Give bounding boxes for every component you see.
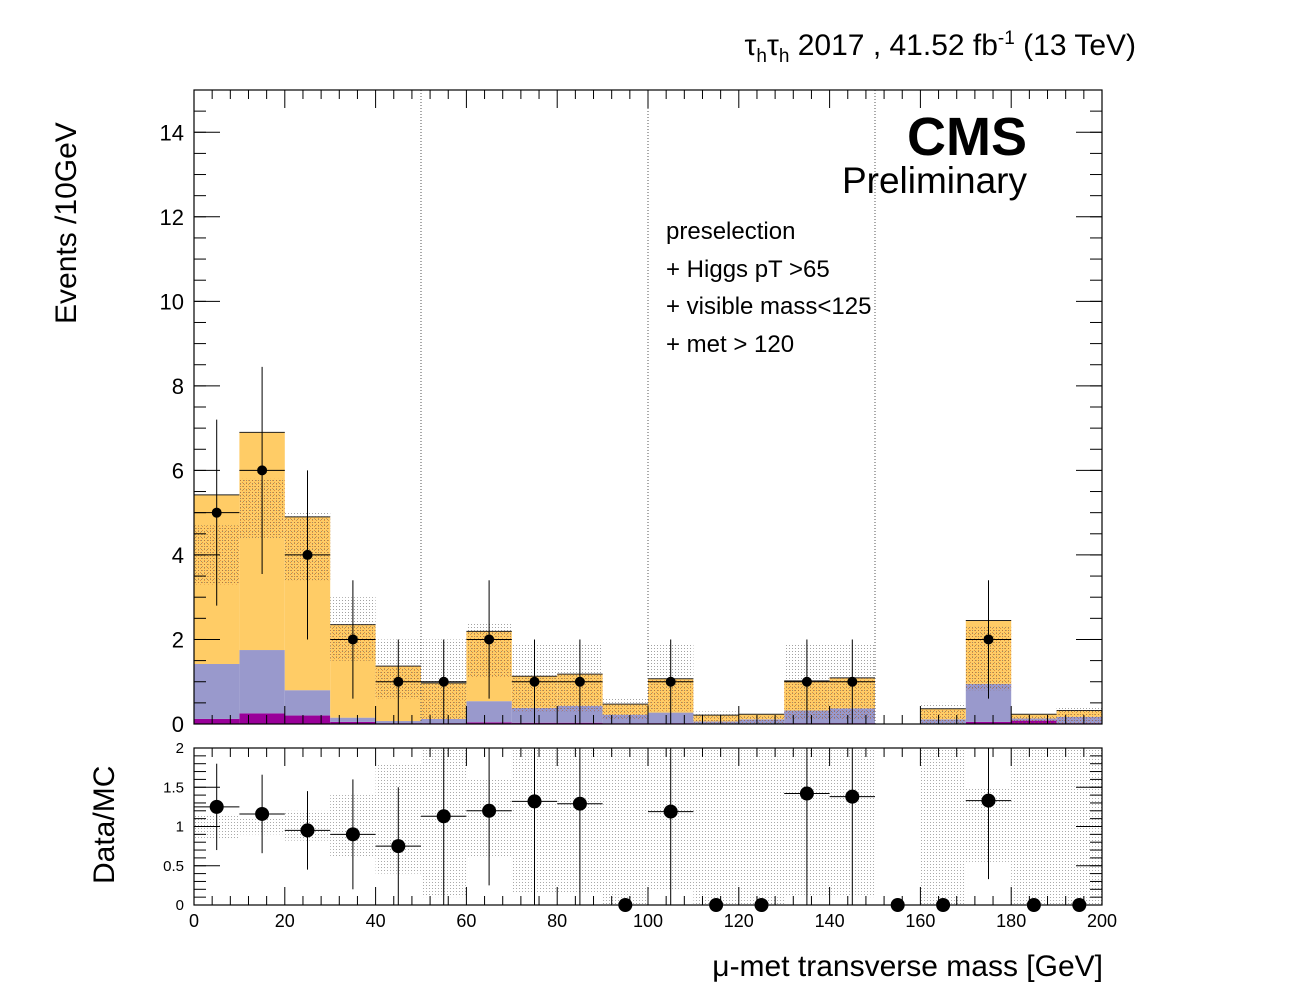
selection-line: + Higgs pT >65 (666, 256, 830, 283)
x-tick-label: 60 (456, 911, 476, 931)
other-bar (239, 713, 285, 724)
ratio-data-points (194, 748, 1087, 912)
other-bar (194, 718, 240, 724)
data-point (665, 676, 676, 687)
data-point (302, 549, 313, 560)
top-axes: 0 2 4 6 8 10 12 14 (160, 89, 1103, 737)
y-tick-label: 14 (160, 120, 184, 145)
x-tick-label: 160 (905, 911, 935, 931)
y-tick-label: 0 (172, 712, 184, 737)
x-tick-label: 100 (633, 911, 663, 931)
uncertainty-hatch-bin (1011, 715, 1057, 724)
x-tick-label: 140 (815, 911, 845, 931)
ratio-band-bin (738, 748, 785, 905)
data-point (484, 634, 495, 645)
x-tick-label: 120 (724, 911, 754, 931)
ratio-band-bin (1011, 748, 1057, 905)
y-tick-label: 1 (176, 819, 184, 836)
selection-line: + visible mass<125 (666, 293, 872, 320)
data-point (847, 676, 858, 687)
ttbar-bar (466, 701, 512, 723)
data-point (211, 507, 222, 518)
data-point (347, 634, 358, 645)
x-tick-label: 180 (996, 911, 1026, 931)
ratio-uncertainty-band (194, 748, 1102, 905)
other-bar (466, 722, 512, 724)
y-tick-label: 8 (172, 374, 184, 399)
ratio-point (572, 796, 587, 811)
ratio-point (345, 827, 360, 842)
ratio-band-bin (693, 748, 739, 905)
y-tick-label: 0 (176, 897, 184, 914)
ratio-point (845, 789, 860, 804)
y-axis-label-ratio: Data/MC (88, 765, 121, 884)
ratio-point (300, 823, 315, 838)
preliminary-label: Preliminary (841, 160, 1027, 201)
ratio-band-bin (602, 748, 648, 905)
data-point (393, 676, 404, 687)
data-point (257, 465, 268, 476)
ratio-point (255, 806, 270, 821)
y-tick-label: 0.5 (163, 858, 184, 875)
lumi-header: τhτh 2017 , 41.52 fb-1 (13 TeV) (744, 28, 1136, 67)
data-point (983, 634, 994, 645)
ratio-point (482, 803, 497, 818)
y-tick-label: 2 (176, 740, 184, 757)
other-bar (965, 721, 1012, 724)
y-tick-label: 6 (172, 458, 184, 483)
y-axis-label-top: Events /10GeV (50, 122, 83, 324)
ttbar-bar (194, 663, 240, 719)
uncertainty-hatch-bin (920, 708, 966, 724)
ratio-band-bin (920, 748, 966, 905)
y-tick-label: 1.5 (163, 779, 184, 796)
x-tick-label: 40 (366, 911, 386, 931)
uncertainty-hatch-bin (738, 715, 785, 724)
x-tick-label: 200 (1087, 911, 1117, 931)
ratio-point (799, 786, 814, 801)
ratio-point (436, 809, 451, 824)
selection-line: + met > 120 (666, 331, 795, 358)
y-tick-label: 12 (160, 205, 184, 230)
y-tick-label: 4 (172, 543, 184, 568)
ttbar-bar (330, 717, 376, 722)
x-axis-label: μ-met transverse mass [GeV] (712, 950, 1103, 983)
ratio-point (527, 794, 542, 809)
ttbar-bar (284, 690, 331, 716)
ratio-axes: 0 20 40 60 80 100 120 140 160 180 200 0 0.5 1 1.5 2 (163, 740, 1117, 931)
cms-label: CMS (907, 107, 1027, 167)
ratio-point (209, 799, 224, 814)
x-tick-label: 20 (275, 911, 295, 931)
ratio-point (981, 793, 996, 808)
other-bar (330, 721, 376, 724)
ratio-point (391, 839, 406, 854)
data-point (529, 676, 540, 687)
other-bar (284, 715, 331, 724)
y-tick-label: 2 (172, 627, 184, 652)
uncertainty-hatch-bin (1056, 710, 1102, 724)
data-point (438, 676, 449, 687)
uncertainty-hatch-bin (693, 715, 739, 724)
top-dotted-lines (420, 90, 876, 724)
data-point (574, 676, 585, 687)
data-point (801, 676, 812, 687)
selection-line: preselection (666, 218, 796, 245)
x-tick-label: 80 (547, 911, 567, 931)
ttbar-bar (239, 650, 285, 714)
ratio-point (663, 804, 678, 819)
top-data-points (194, 366, 1012, 724)
uncertainty-hatch-bin (602, 704, 648, 720)
y-tick-label: 10 (160, 289, 184, 314)
x-tick-label: 0 (189, 911, 199, 931)
